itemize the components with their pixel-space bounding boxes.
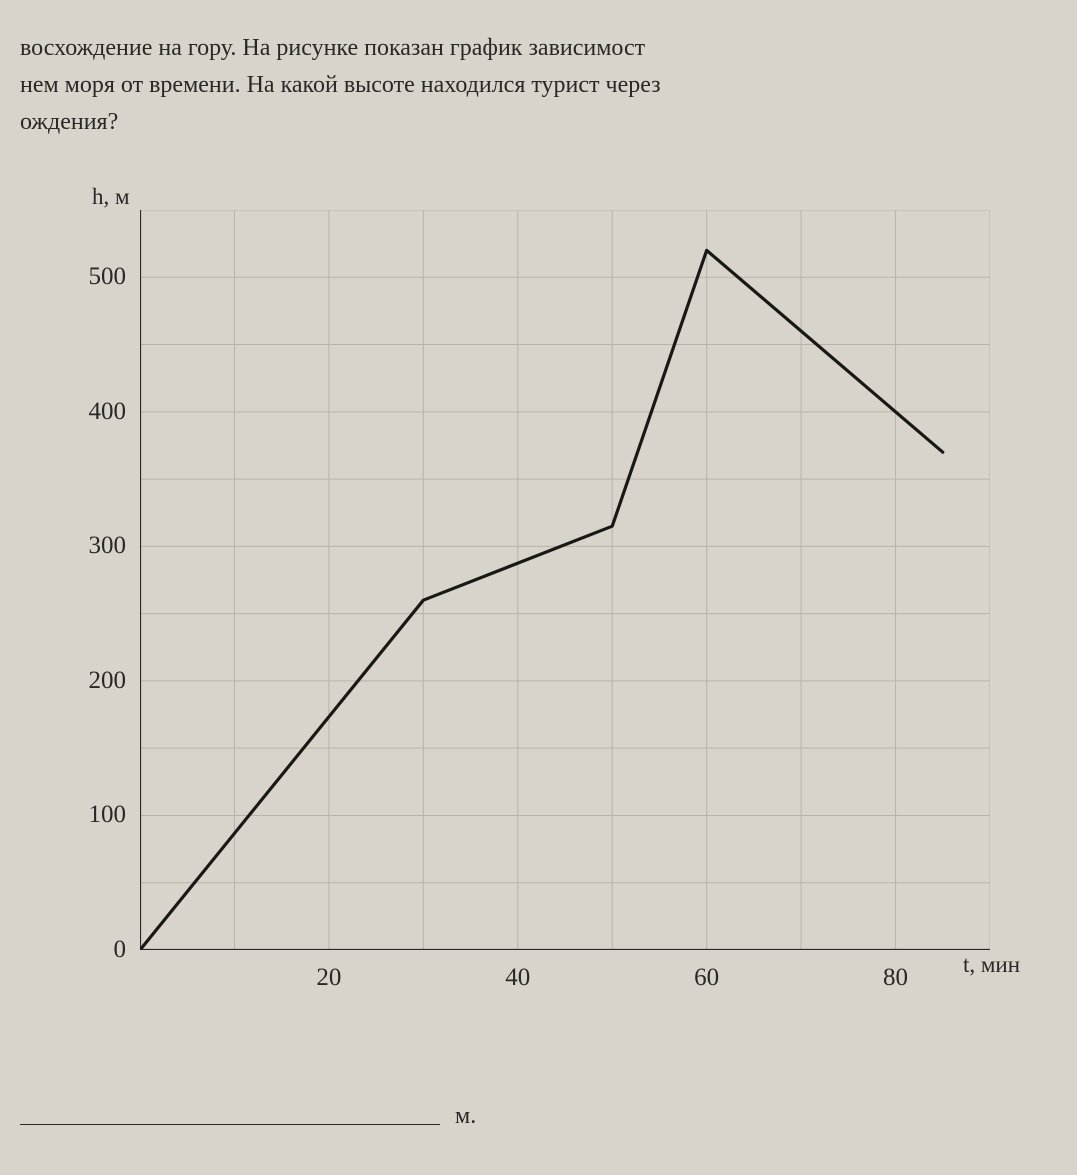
x-axis-label: t, мин: [963, 952, 1020, 978]
y-tick-label: 200: [66, 667, 126, 695]
answer-unit: м.: [455, 1103, 476, 1130]
y-tick-label: 0: [66, 936, 126, 964]
text-line-2: нем моря от времени. На какой высоте нах…: [20, 72, 661, 98]
text-line-3: ождения?: [20, 109, 118, 135]
y-tick-label: 100: [66, 801, 126, 829]
y-tick-label: 500: [66, 263, 126, 291]
x-tick-label: 60: [694, 964, 719, 992]
x-tick-label: 20: [316, 964, 341, 992]
x-tick-label: 40: [505, 964, 530, 992]
y-axis-label: h, м: [92, 184, 130, 210]
answer-blank-line: [20, 1124, 440, 1125]
text-line-1: восхождение на гору. На рисунке показан …: [20, 35, 645, 61]
x-tick-label: 80: [883, 964, 908, 992]
y-tick-label: 400: [66, 398, 126, 426]
plot-area: 010020030040050020406080: [140, 210, 990, 950]
problem-text: восхождение на гору. На рисунке показан …: [0, 0, 1077, 162]
y-tick-label: 300: [66, 532, 126, 560]
height-time-chart: h, м t, мин 010020030040050020406080: [30, 190, 1030, 1060]
